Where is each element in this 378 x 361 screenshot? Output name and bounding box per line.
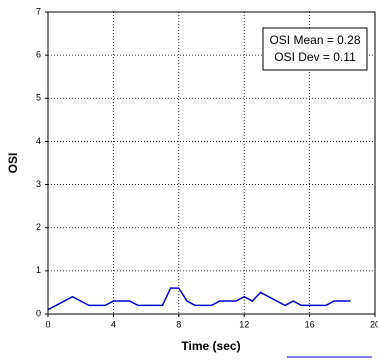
y-tick-label: 6 — [36, 50, 41, 60]
plot-frame — [47, 11, 376, 315]
x-tick-label: 4 — [111, 319, 116, 329]
x-tick-label: 16 — [305, 319, 315, 329]
x-axis-title: Time (sec) — [181, 339, 240, 353]
x-tick-label: 20 — [370, 319, 378, 329]
x-tick-label: 12 — [239, 319, 249, 329]
y-tick-label: 4 — [36, 136, 41, 146]
annotation: OSI Dev = 0.11 — [274, 50, 356, 64]
y-tick-label: 5 — [36, 93, 41, 103]
y-tick-label: 2 — [36, 222, 41, 232]
y-axis-title: OSI — [6, 153, 20, 174]
y-tick-label: 0 — [36, 308, 41, 318]
data-line — [47, 287, 351, 311]
annotation-box — [262, 27, 368, 71]
x-tick-label: 8 — [176, 319, 181, 329]
y-tick-label: 7 — [36, 6, 41, 16]
annotation: OSI Mean = 0.28 — [269, 33, 360, 47]
y-tick-label: 3 — [36, 179, 41, 189]
y-tick-label: 1 — [36, 265, 41, 275]
x-tick-label: 0 — [45, 319, 50, 329]
